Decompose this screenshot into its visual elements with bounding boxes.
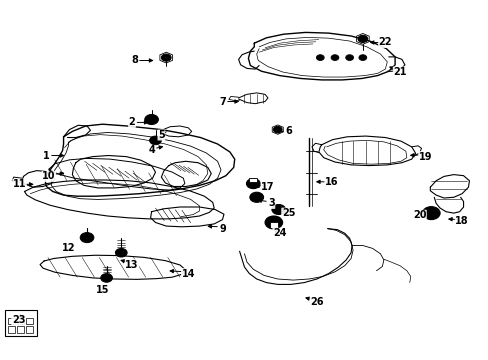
Circle shape bbox=[273, 126, 282, 133]
Circle shape bbox=[80, 233, 94, 243]
Circle shape bbox=[357, 35, 367, 42]
Circle shape bbox=[149, 136, 161, 145]
Text: 25: 25 bbox=[281, 208, 295, 218]
Circle shape bbox=[148, 117, 155, 122]
Bar bbox=[26, 326, 33, 333]
Circle shape bbox=[249, 181, 257, 186]
Circle shape bbox=[422, 207, 439, 220]
Circle shape bbox=[83, 235, 90, 240]
Text: 14: 14 bbox=[181, 269, 195, 279]
Text: 4: 4 bbox=[148, 145, 155, 156]
Text: 11: 11 bbox=[13, 179, 26, 189]
Bar bbox=[17, 326, 24, 333]
Bar bbox=[26, 318, 33, 324]
Bar bbox=[8, 318, 15, 324]
Circle shape bbox=[163, 56, 168, 59]
Circle shape bbox=[316, 55, 324, 60]
Text: 22: 22 bbox=[378, 37, 391, 48]
Text: 20: 20 bbox=[412, 210, 426, 220]
Circle shape bbox=[275, 128, 279, 131]
Bar bbox=[17, 318, 24, 324]
Circle shape bbox=[271, 204, 285, 215]
Text: 12: 12 bbox=[61, 243, 75, 253]
Circle shape bbox=[252, 194, 260, 200]
Circle shape bbox=[161, 54, 171, 61]
Circle shape bbox=[115, 248, 127, 257]
Text: 15: 15 bbox=[96, 285, 109, 295]
Text: 13: 13 bbox=[125, 260, 139, 270]
Text: 10: 10 bbox=[42, 171, 56, 181]
Text: 17: 17 bbox=[261, 182, 274, 192]
Text: 8: 8 bbox=[131, 55, 138, 66]
Text: 6: 6 bbox=[285, 126, 291, 136]
Circle shape bbox=[274, 207, 282, 212]
Circle shape bbox=[249, 192, 263, 202]
Text: 21: 21 bbox=[392, 67, 406, 77]
Circle shape bbox=[358, 55, 366, 60]
Text: 16: 16 bbox=[324, 177, 338, 187]
Bar bbox=[5, 310, 37, 336]
Text: 9: 9 bbox=[219, 224, 225, 234]
Text: 5: 5 bbox=[158, 130, 164, 140]
Circle shape bbox=[246, 179, 260, 189]
Text: 19: 19 bbox=[418, 152, 431, 162]
Text: 3: 3 bbox=[267, 198, 274, 208]
Circle shape bbox=[268, 219, 278, 226]
Text: 18: 18 bbox=[454, 216, 468, 226]
Bar bbox=[8, 326, 15, 333]
Bar bbox=[249, 178, 257, 182]
Circle shape bbox=[426, 210, 435, 217]
Circle shape bbox=[330, 55, 338, 60]
Circle shape bbox=[345, 55, 353, 60]
Text: 1: 1 bbox=[43, 150, 50, 161]
Text: 24: 24 bbox=[272, 228, 286, 238]
Bar bbox=[269, 222, 277, 228]
Text: 2: 2 bbox=[128, 117, 135, 127]
Circle shape bbox=[144, 114, 158, 125]
Text: 23: 23 bbox=[12, 315, 25, 325]
Text: 7: 7 bbox=[219, 96, 225, 107]
Circle shape bbox=[152, 138, 158, 143]
Text: 26: 26 bbox=[309, 297, 323, 307]
Circle shape bbox=[101, 274, 112, 282]
Circle shape bbox=[264, 216, 282, 229]
